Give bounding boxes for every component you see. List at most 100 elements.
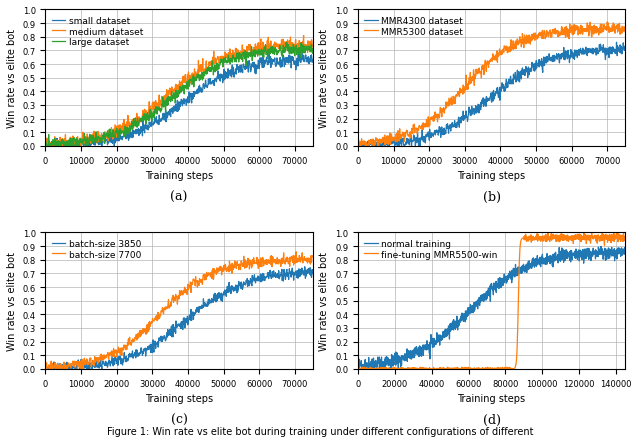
- Line: normal training: normal training: [358, 247, 625, 369]
- X-axis label: Training steps: Training steps: [145, 171, 213, 181]
- batch-size 7700: [253, 262, 261, 267]
- small dataset: [131, 129, 138, 134]
- Legend: small dataset, medium dataset, large dataset: small dataset, medium dataset, large dat…: [50, 15, 145, 49]
- Y-axis label: Win rate vs elite bot: Win rate vs elite bot: [319, 251, 330, 350]
- medium dataset: [42, 142, 49, 147]
- Text: (c): (c): [171, 413, 188, 426]
- large dataset: [253, 49, 261, 54]
- Line: batch-size 7700: batch-size 7700: [45, 252, 312, 369]
- fine-tuning MMR5500-win: [419, 367, 427, 372]
- normal training: [354, 359, 362, 364]
- batch-size 3850: [198, 303, 205, 308]
- Y-axis label: Win rate vs elite bot: Win rate vs elite bot: [319, 29, 330, 128]
- batch-size 3850: [301, 265, 308, 270]
- medium dataset: [131, 117, 138, 122]
- small dataset: [42, 142, 49, 147]
- batch-size 3850: [93, 359, 100, 364]
- small dataset: [161, 112, 169, 117]
- X-axis label: Training steps: Training steps: [458, 171, 525, 181]
- Legend: normal training, fine-tuning MMR5500-win: normal training, fine-tuning MMR5500-win: [362, 237, 500, 261]
- small dataset: [212, 76, 220, 81]
- batch-size 7700: [42, 367, 50, 372]
- batch-size 7700: [131, 339, 138, 344]
- large dataset: [93, 139, 100, 144]
- Line: fine-tuning MMR5500-win: fine-tuning MMR5500-win: [358, 233, 625, 369]
- batch-size 3850: [308, 271, 316, 276]
- Y-axis label: Win rate vs elite bot: Win rate vs elite bot: [7, 251, 17, 350]
- small dataset: [43, 144, 51, 149]
- MMR5300 dataset: [604, 20, 611, 25]
- batch-size 3850: [212, 292, 220, 297]
- Line: large dataset: large dataset: [45, 43, 312, 147]
- large dataset: [131, 123, 138, 128]
- MMR5300 dataset: [525, 36, 532, 42]
- normal training: [495, 276, 502, 282]
- MMR4300 dataset: [405, 141, 413, 146]
- fine-tuning MMR5500-win: [571, 233, 579, 238]
- batch-size 3850: [130, 352, 138, 357]
- large dataset: [198, 71, 206, 76]
- MMR4300 dataset: [510, 74, 518, 79]
- Line: MMR4300 dataset: MMR4300 dataset: [358, 43, 625, 147]
- large dataset: [42, 144, 50, 149]
- small dataset: [198, 90, 206, 95]
- MMR5300 dataset: [511, 43, 518, 49]
- MMR4300 dataset: [474, 108, 481, 113]
- batch-size 7700: [292, 250, 300, 255]
- Text: Figure 1: Win rate vs elite bot during training under different configurations o: Figure 1: Win rate vs elite bot during t…: [107, 426, 533, 436]
- large dataset: [161, 104, 169, 110]
- batch-size 7700: [212, 268, 220, 273]
- fine-tuning MMR5500-win: [495, 366, 502, 371]
- batch-size 7700: [42, 364, 49, 369]
- large dataset: [212, 64, 220, 70]
- medium dataset: [253, 48, 261, 53]
- batch-size 7700: [308, 254, 316, 259]
- fine-tuning MMR5500-win: [618, 234, 625, 239]
- medium dataset: [161, 99, 169, 104]
- MMR4300 dataset: [443, 123, 451, 128]
- batch-size 7700: [93, 357, 100, 362]
- MMR4300 dataset: [566, 61, 573, 66]
- normal training: [419, 346, 427, 352]
- normal training: [618, 248, 625, 254]
- large dataset: [42, 137, 49, 142]
- MMR4300 dataset: [612, 40, 620, 46]
- normal training: [571, 254, 579, 260]
- batch-size 7700: [161, 305, 169, 310]
- Line: batch-size 3850: batch-size 3850: [45, 267, 312, 369]
- fine-tuning MMR5500-win: [621, 238, 629, 244]
- batch-size 3850: [42, 367, 49, 372]
- batch-size 7700: [198, 277, 206, 283]
- medium dataset: [198, 63, 206, 68]
- Line: MMR5300 dataset: MMR5300 dataset: [358, 23, 625, 147]
- fine-tuning MMR5500-win: [477, 367, 485, 372]
- Legend: MMR4300 dataset, MMR5300 dataset: MMR4300 dataset, MMR5300 dataset: [362, 15, 465, 38]
- small dataset: [308, 58, 316, 63]
- batch-size 3850: [161, 335, 169, 340]
- normal training: [477, 298, 485, 303]
- medium dataset: [300, 34, 307, 39]
- Text: (a): (a): [170, 190, 188, 203]
- fine-tuning MMR5500-win: [446, 366, 454, 371]
- small dataset: [253, 67, 261, 72]
- fine-tuning MMR5500-win: [354, 366, 362, 371]
- MMR4300 dataset: [354, 144, 362, 149]
- medium dataset: [212, 62, 220, 67]
- X-axis label: Training steps: Training steps: [145, 393, 213, 403]
- MMR5300 dataset: [354, 142, 362, 147]
- large dataset: [282, 40, 290, 46]
- normal training: [355, 367, 362, 372]
- batch-size 3850: [253, 278, 260, 283]
- MMR5300 dataset: [566, 22, 573, 28]
- normal training: [446, 329, 454, 334]
- Line: medium dataset: medium dataset: [45, 36, 312, 147]
- MMR5300 dataset: [621, 30, 629, 35]
- normal training: [597, 244, 605, 250]
- fine-tuning MMR5500-win: [355, 367, 362, 372]
- fine-tuning MMR5500-win: [588, 230, 595, 236]
- small dataset: [294, 51, 302, 57]
- Text: (b): (b): [483, 190, 500, 203]
- medium dataset: [42, 144, 50, 149]
- MMR4300 dataset: [524, 69, 532, 74]
- MMR5300 dataset: [357, 144, 365, 149]
